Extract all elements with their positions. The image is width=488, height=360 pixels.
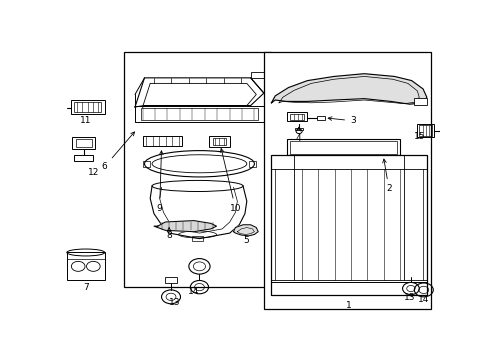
Bar <box>271 156 426 296</box>
Polygon shape <box>271 74 426 104</box>
Bar <box>264 51 430 309</box>
Bar <box>142 161 150 167</box>
Bar <box>74 102 101 112</box>
Text: 3: 3 <box>327 116 355 125</box>
Text: 10: 10 <box>220 149 241 213</box>
Text: 5: 5 <box>243 235 248 244</box>
Text: 7: 7 <box>82 283 88 292</box>
Bar <box>271 282 426 296</box>
Bar <box>212 138 225 145</box>
Bar <box>416 123 433 138</box>
Bar <box>141 108 258 120</box>
Text: 1: 1 <box>346 301 351 310</box>
Bar <box>67 252 104 280</box>
Bar <box>286 139 400 156</box>
Text: 12: 12 <box>87 168 99 177</box>
Bar <box>142 136 182 146</box>
Text: 13: 13 <box>403 293 415 302</box>
Text: 15: 15 <box>413 131 424 140</box>
Text: 2: 2 <box>382 159 391 193</box>
Text: 4: 4 <box>295 127 300 143</box>
Bar <box>208 136 229 147</box>
Bar <box>191 236 203 242</box>
Bar <box>413 98 426 105</box>
Text: 6: 6 <box>102 132 134 171</box>
Bar <box>123 51 271 287</box>
Bar <box>316 116 324 120</box>
Bar <box>70 100 104 114</box>
Bar <box>295 128 302 130</box>
Bar <box>74 155 93 161</box>
Polygon shape <box>233 225 258 236</box>
Text: 13: 13 <box>169 298 180 307</box>
Bar <box>250 72 264 78</box>
Bar <box>75 139 92 147</box>
Text: 9: 9 <box>157 151 163 213</box>
Polygon shape <box>154 221 216 232</box>
Bar <box>418 125 431 136</box>
Bar <box>248 161 256 167</box>
Bar <box>72 138 95 149</box>
Bar <box>286 112 307 121</box>
Text: 14: 14 <box>417 295 428 304</box>
Bar <box>165 278 176 283</box>
Text: 8: 8 <box>166 228 172 240</box>
Text: 14: 14 <box>188 287 199 296</box>
Bar <box>135 105 264 122</box>
Text: 11: 11 <box>80 116 91 125</box>
Bar <box>290 114 303 120</box>
Bar <box>290 141 396 153</box>
